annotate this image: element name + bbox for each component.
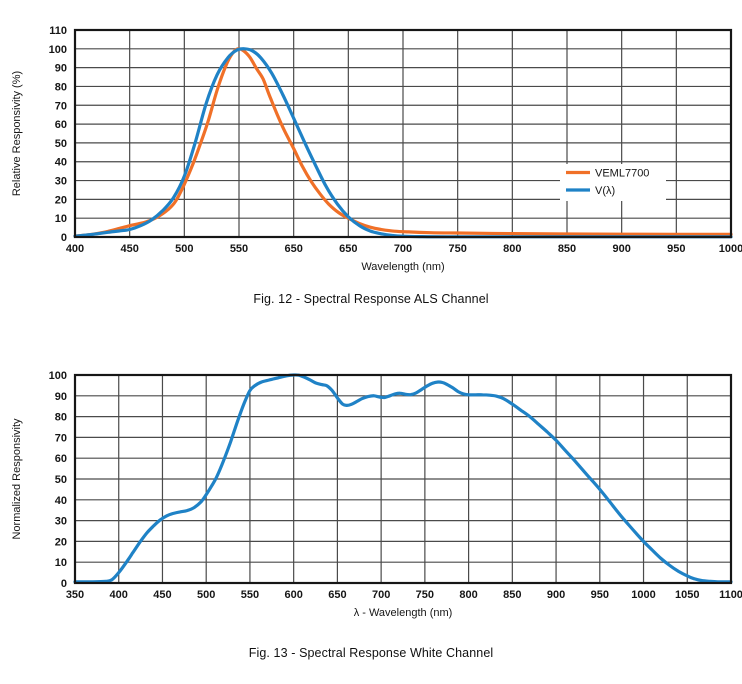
- y-tick-label: 70: [55, 100, 67, 112]
- y-tick-label: 110: [49, 25, 67, 37]
- y-tick-label: 0: [61, 578, 67, 590]
- x-tick-label: 700: [372, 589, 390, 601]
- x-tick-label: 650: [339, 243, 357, 255]
- x-tick-label: 450: [120, 243, 138, 255]
- y-tick-label: 90: [55, 63, 67, 75]
- y-tick-label: 40: [55, 157, 67, 169]
- y-tick-label: 10: [55, 557, 67, 569]
- y-tick-label: 50: [55, 138, 67, 150]
- x-tick-label: 800: [503, 243, 521, 255]
- x-axis-title: Wavelength (nm): [361, 261, 444, 273]
- x-tick-label: 550: [241, 589, 259, 601]
- grid-lines: [74, 374, 732, 584]
- x-tick-label: 400: [66, 243, 84, 255]
- x-tick-label: 1000: [631, 589, 655, 601]
- fig12-caption: Fig. 12 - Spectral Response ALS Channel: [253, 292, 489, 306]
- y-tick-label: 10: [55, 213, 67, 225]
- x-tick-label: 400: [110, 589, 128, 601]
- y-axis-title: Relative Responsivity (%): [11, 71, 23, 196]
- x-tick-label: 650: [284, 243, 302, 255]
- x-tick-label: 950: [667, 243, 685, 255]
- x-tick-label: 350: [66, 589, 84, 601]
- x-tick-label: 850: [503, 589, 521, 601]
- x-tick-label: 550: [230, 243, 248, 255]
- x-tick-label: 650: [328, 589, 346, 601]
- y-tick-label: 90: [55, 391, 67, 403]
- y-tick-label: 30: [55, 176, 67, 188]
- legend: VEML7700 V(λ): [560, 164, 666, 201]
- y-tick-label: 30: [55, 516, 67, 528]
- legend-background: [560, 164, 666, 201]
- y-tick-label: 100: [49, 44, 67, 56]
- legend-label-V(λ): V(λ): [595, 185, 615, 197]
- y-tick-label: 0: [61, 232, 67, 244]
- y-tick-label: 100: [49, 370, 67, 382]
- x-tick-label: 900: [612, 243, 630, 255]
- y-tick-label: 20: [55, 194, 67, 206]
- x-tick-label: 900: [547, 589, 565, 601]
- x-tick-label: 800: [459, 589, 477, 601]
- legend-label-VEML7700: VEML7700: [595, 168, 649, 180]
- x-tick-label: 450: [153, 589, 171, 601]
- spectral-response-white-chart: 0 10 20 30 40 50 60 70 80 90 100 350 400 450 500 550 600…: [11, 370, 742, 619]
- x-tick-label: 500: [197, 589, 215, 601]
- x-tick-label: 850: [558, 243, 576, 255]
- y-tick-label: 80: [55, 412, 67, 424]
- plot-border: [73, 373, 733, 585]
- x-tick-label: 1050: [675, 589, 699, 601]
- x-tick-label: 500: [175, 243, 193, 255]
- y-tick-label: 60: [55, 119, 67, 131]
- plot-border: [73, 28, 733, 239]
- tick-labels: 0 10 20 30 40 50 60 70 80 90 100 350 400 450 500 550 600…: [49, 370, 742, 601]
- x-tick-label: 700: [394, 243, 412, 255]
- y-tick-label: 70: [55, 432, 67, 444]
- series-White channel: [73, 373, 733, 584]
- x-tick-label: 1100: [719, 589, 742, 601]
- fig13-caption: Fig. 13 - Spectral Response White Channe…: [248, 646, 494, 660]
- x-axis-title: λ - Wavelength (nm): [354, 607, 453, 619]
- y-axis-title: Normalized Responsivity: [11, 418, 23, 540]
- x-tick-label: 950: [591, 589, 609, 601]
- series-group: [73, 373, 733, 584]
- x-tick-label: 1000: [719, 243, 742, 255]
- x-tick-label: 600: [284, 589, 302, 601]
- spectral-response-als-chart: VEML7700 V(λ) 0 10 20 30 40 50 60 70 80 90 100 110 400…: [11, 25, 742, 273]
- x-tick-label: 750: [448, 243, 466, 255]
- tick-labels: 0 10 20 30 40 50 60 70 80 90 100 110 400 450 500 550 650…: [49, 25, 742, 255]
- y-tick-label: 20: [55, 536, 67, 548]
- y-tick-label: 60: [55, 453, 67, 465]
- x-tick-label: 750: [416, 589, 434, 601]
- y-tick-label: 50: [55, 474, 67, 486]
- y-tick-label: 40: [55, 495, 67, 507]
- y-tick-label: 80: [55, 81, 67, 93]
